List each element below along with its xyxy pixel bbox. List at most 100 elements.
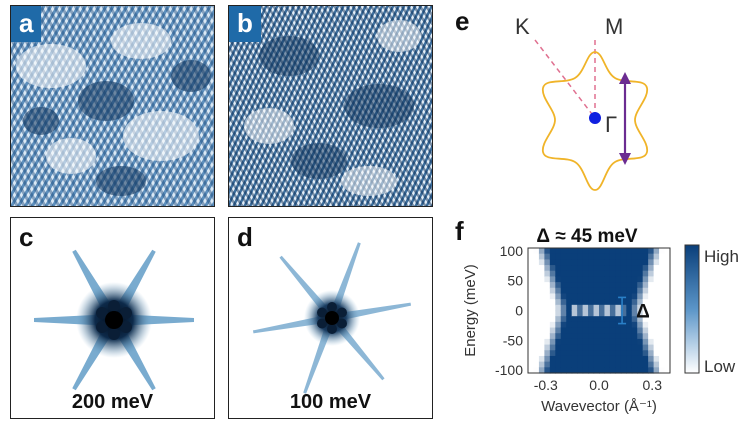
heatmap-cell [604, 321, 611, 329]
heatmap-cell [620, 310, 627, 317]
heatmap-cell [620, 327, 627, 334]
heatmap-cell [631, 344, 638, 351]
heatmap-cell [555, 338, 562, 346]
heatmap-cell [631, 310, 638, 317]
heatmap-cell [593, 248, 600, 255]
heatmap-cell [599, 259, 606, 266]
heatmap-cell [609, 293, 616, 300]
heatmap-cell [588, 304, 595, 312]
heatmap-cell [593, 361, 600, 368]
y-axis-label: Energy (meV) [462, 264, 479, 357]
heatmap-cell [577, 253, 584, 260]
chart-title: Δ ≈ 45 meV [536, 226, 638, 247]
heatmap-cell [648, 344, 655, 351]
heatmap-cell [615, 259, 622, 266]
heatmap-cell [599, 361, 606, 368]
heatmap-cell [642, 265, 649, 272]
heatmap-cell [609, 333, 616, 340]
heatmap-cell [533, 350, 540, 357]
heatmap-cell [609, 344, 616, 351]
heatmap-cell [615, 299, 622, 306]
heatmap-cell [659, 333, 666, 340]
heatmap-cell [588, 310, 595, 317]
heatmap-cell [544, 253, 551, 260]
heatmap-cell [631, 333, 638, 340]
heatmap-cell [620, 304, 627, 312]
heatmap-cell [648, 310, 655, 317]
panel-label-b: b [229, 6, 261, 42]
heatmap-cell [659, 316, 666, 323]
heatmap-cell [577, 299, 584, 306]
heatmap-cell [538, 282, 545, 289]
heatmap-cell [588, 276, 595, 283]
heatmap-cell [577, 321, 584, 329]
heatmap-cell [544, 338, 551, 346]
heatmap-cell [571, 270, 578, 278]
heatmap-cell [549, 276, 556, 283]
heatmap-cell [620, 361, 627, 368]
heatmap-cell [533, 327, 540, 334]
heatmap-cell [599, 293, 606, 300]
heatmap-cell [577, 333, 584, 340]
heatmap-cell [648, 304, 655, 312]
heatmap-cell [609, 265, 616, 272]
heatmap-cell [549, 299, 556, 306]
heatmap-cell [631, 321, 638, 329]
heatmap-cell [533, 282, 540, 289]
heatmap-cell [620, 316, 627, 323]
heatmap-cell [528, 304, 535, 312]
heatmap-cell [560, 287, 567, 295]
heatmap-cell [549, 361, 556, 368]
heatmap-cell [648, 293, 655, 300]
heatmap-cell [642, 248, 649, 255]
heatmap-cell [549, 321, 556, 329]
heatmap-cell [538, 293, 545, 300]
heatmap-cell [648, 355, 655, 363]
heatmap-cell [538, 350, 545, 357]
heatmap-cell [659, 282, 666, 289]
heatmap-cell [631, 265, 638, 272]
heatmap-cell [593, 293, 600, 300]
heatmap-cell [555, 327, 562, 334]
heatmap-cell [549, 338, 556, 346]
heatmap-cell [659, 299, 666, 306]
heatmap-cell [648, 338, 655, 346]
heatmap-cell [571, 299, 578, 306]
heatmap-cell [620, 259, 627, 266]
gamma-label: Γ [605, 112, 617, 137]
heatmap-cell [528, 259, 535, 266]
heatmap-cell [615, 344, 622, 351]
gap-label: Δ [636, 302, 650, 323]
heatmap-cell [626, 350, 633, 357]
heatmap-cell [626, 304, 633, 312]
y-tick-label: -50 [503, 332, 523, 348]
fft-pattern-c [34, 249, 194, 391]
heatmap-cell [571, 361, 578, 368]
heatmap-cell [615, 361, 622, 368]
gap-heatmap-panel: f Δ ≈ 45 meV -0.3 0.0 0.3 100 50 0 -50 -100 Wa… [445, 210, 750, 425]
heatmap-cell [604, 361, 611, 368]
heatmap-cell [544, 344, 551, 351]
heatmap-cell [593, 316, 600, 323]
heatmap-cell [637, 287, 644, 295]
fermi-surface-contour [542, 51, 648, 191]
heatmap-cell [588, 282, 595, 289]
heatmap-cell [560, 310, 567, 317]
heatmap-cell [555, 282, 562, 289]
heatmap-cell [566, 316, 573, 323]
panel-label-a: a [11, 6, 42, 42]
heatmap-cell [549, 350, 556, 357]
heatmap-cell [648, 259, 655, 266]
heatmap-cell [593, 259, 600, 266]
heatmap-cell [659, 270, 666, 278]
heatmap-cell [582, 333, 589, 340]
heatmap-cell [544, 293, 551, 300]
heatmap-cell [637, 270, 644, 278]
heatmap-cell [544, 361, 551, 368]
heatmap-cell [593, 321, 600, 329]
heatmap-cell [582, 310, 589, 317]
heatmap-cell [626, 287, 633, 295]
heatmap-cell [566, 282, 573, 289]
heatmap-cell [544, 327, 551, 334]
heatmap-cell [544, 265, 551, 272]
